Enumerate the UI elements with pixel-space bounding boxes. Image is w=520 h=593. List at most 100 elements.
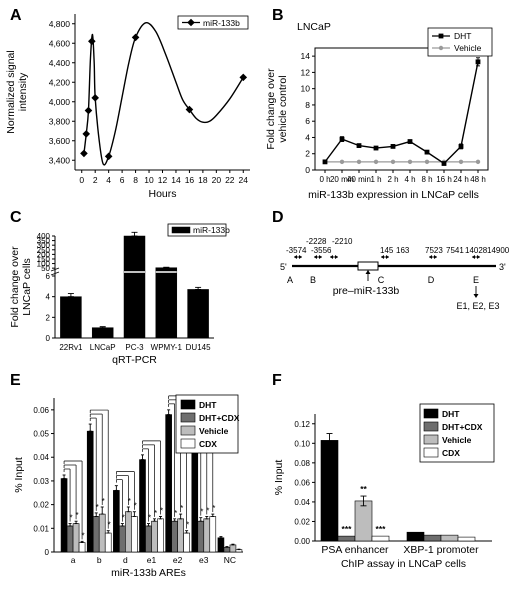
panel-f-legend-swatch [423, 421, 439, 432]
panel-e-bar [157, 518, 164, 553]
panel-e-sig-star: * [174, 509, 177, 518]
panel-b-vehicle-point [458, 159, 464, 165]
panel-b-dht-point [458, 144, 464, 149]
panel-b-ytick-label: 12 [301, 67, 311, 77]
panel-e-sig-star: * [154, 509, 157, 518]
panel-c-xtick-label: LNCaP [90, 343, 116, 352]
panel-e-legend-swatch [180, 425, 196, 436]
panel-e-bar [223, 546, 231, 553]
panel-e-legend-label: CDX [199, 439, 217, 449]
panel-a-ytick-label: 4,600 [49, 38, 71, 48]
panel-a-point [80, 149, 88, 158]
panel-e-bar [119, 525, 126, 553]
panel-f-ytick-label: 0.08 [294, 459, 310, 468]
panel-c-bar [91, 327, 114, 339]
panel-c-legend-swatch [171, 226, 191, 234]
panel-e-legend-swatch [180, 412, 196, 423]
panel-d-site-letter: C [378, 275, 385, 285]
panel-d-position: 14900 [487, 246, 510, 255]
panel-a-xtick-label: 14 [171, 175, 181, 185]
panel-e-bar [66, 525, 74, 553]
panel-d-5prime: 5' [280, 262, 287, 272]
panel-b-vehicle-point [407, 159, 413, 165]
panel-b-dht-point [441, 161, 447, 166]
panel-c-bar [155, 267, 178, 339]
panel-a-xtick-label: 8 [133, 175, 138, 185]
panel-e-bar [78, 542, 86, 553]
panel-e-xtick-label: e1 [147, 555, 157, 565]
panel-a-point [91, 94, 99, 102]
panel-a-point [131, 33, 140, 42]
panel-e-legend-swatch [180, 399, 196, 410]
panel-f-legend-swatch [423, 408, 439, 419]
panel-e-bar [60, 478, 68, 553]
panel-b-xtick-label: 0 h [319, 175, 330, 184]
panel-e-sig-star: * [108, 521, 111, 530]
panel-d-site-arrowhead [381, 255, 389, 259]
panel-d-site-letter: A [287, 275, 293, 285]
panel-d-pre-mirna-arrowhead [365, 270, 371, 274]
panel-a-ytick-label: 4,400 [49, 58, 71, 68]
panel-e-sig-star: * [148, 514, 151, 523]
panel-c-bar [60, 296, 82, 339]
panel-b-legend-vehicle-label: Vehicle [454, 43, 482, 53]
panel-f-sig-stars: *** [376, 524, 387, 534]
panel-b-dht-point [373, 145, 379, 151]
panel-e-sig-star: * [102, 497, 105, 506]
panel-b-xtick-label: 1 h [370, 175, 381, 184]
panel-e-bar [209, 516, 217, 553]
panel-f-ylabel: % Input [273, 460, 285, 496]
panel-a-ytick-label: 4,000 [49, 97, 71, 107]
panel-e-xtick-label: b [97, 555, 102, 565]
panel-b-frame [314, 47, 489, 171]
panel-a-xtick-label: 4 [106, 175, 111, 185]
panel-d-position: -3556 [311, 246, 332, 255]
panel-a-xtick-label: 24 [239, 175, 249, 185]
panel-b-dht-point [339, 136, 345, 142]
panel-a-ylabel-line: Normalized signal [5, 50, 17, 133]
panel-d-site-arrowhead [429, 255, 437, 259]
panel-e-bar [86, 430, 94, 553]
panel-e-xtick-label: e3 [199, 555, 209, 565]
panel-f-ylabel-line: % Input [273, 460, 285, 496]
panel-d-site-arrowhead [294, 255, 302, 259]
panel-e-legend-swatch [180, 438, 196, 449]
panel-f-letter: F [272, 372, 282, 389]
panel-a-point [84, 106, 93, 115]
panel-a-xtick-label: 6 [120, 175, 125, 185]
panel-e-ylabel-line: % Input [13, 457, 25, 493]
panel-a-series-line [83, 21, 244, 166]
panel-c-axis-break [50, 267, 60, 272]
panel-d-position: 7541 [446, 246, 464, 255]
panel-e-ytick-label: 0.03 [33, 477, 49, 486]
panel-b-ytick-label: 6 [305, 116, 310, 126]
panel-b-dht-point [424, 149, 430, 155]
panel-e-sig-star: * [160, 506, 163, 515]
panel-d-site-arrowhead [330, 255, 338, 259]
panel-c-ytick-label: 4 [46, 293, 51, 302]
panel-b-xtick-label: 24 h [453, 175, 469, 184]
panel-c-ytick-label: 300 [37, 241, 51, 250]
panel-b-dht-point [322, 159, 328, 165]
panel-e-xlabel: miR-133b AREs [111, 567, 186, 579]
panel-b-dht-point [356, 143, 362, 148]
panel-f-sig-stars: *** [342, 524, 353, 534]
panel-c-xtick-label: DU145 [186, 343, 211, 352]
panel-f-ytick-label: 0.04 [294, 498, 310, 507]
panel-b-ytick-label: 14 [301, 51, 311, 61]
panel-b-xtick-label: 4 h [404, 175, 415, 184]
panel-b-dht-point [475, 59, 481, 65]
panel-a-xtick-label: 22 [225, 175, 235, 185]
panel-e-ytick-label: 0.04 [33, 453, 49, 462]
panel-b-vehicle-point [424, 159, 430, 165]
panel-e-bar [151, 520, 158, 553]
panel-e-sig-star: * [212, 504, 215, 513]
panel-b-vehicle-point [339, 159, 345, 165]
panel-e-sig-star: * [122, 514, 125, 523]
panel-c-ytick-label: 250 [37, 246, 51, 255]
panel-f-bar [354, 500, 373, 542]
panel-e-xtick-label: d [123, 555, 128, 565]
panel-c-xtick-label: 22Rv1 [59, 343, 83, 352]
panel-c-ytick-label: 0 [46, 334, 51, 343]
